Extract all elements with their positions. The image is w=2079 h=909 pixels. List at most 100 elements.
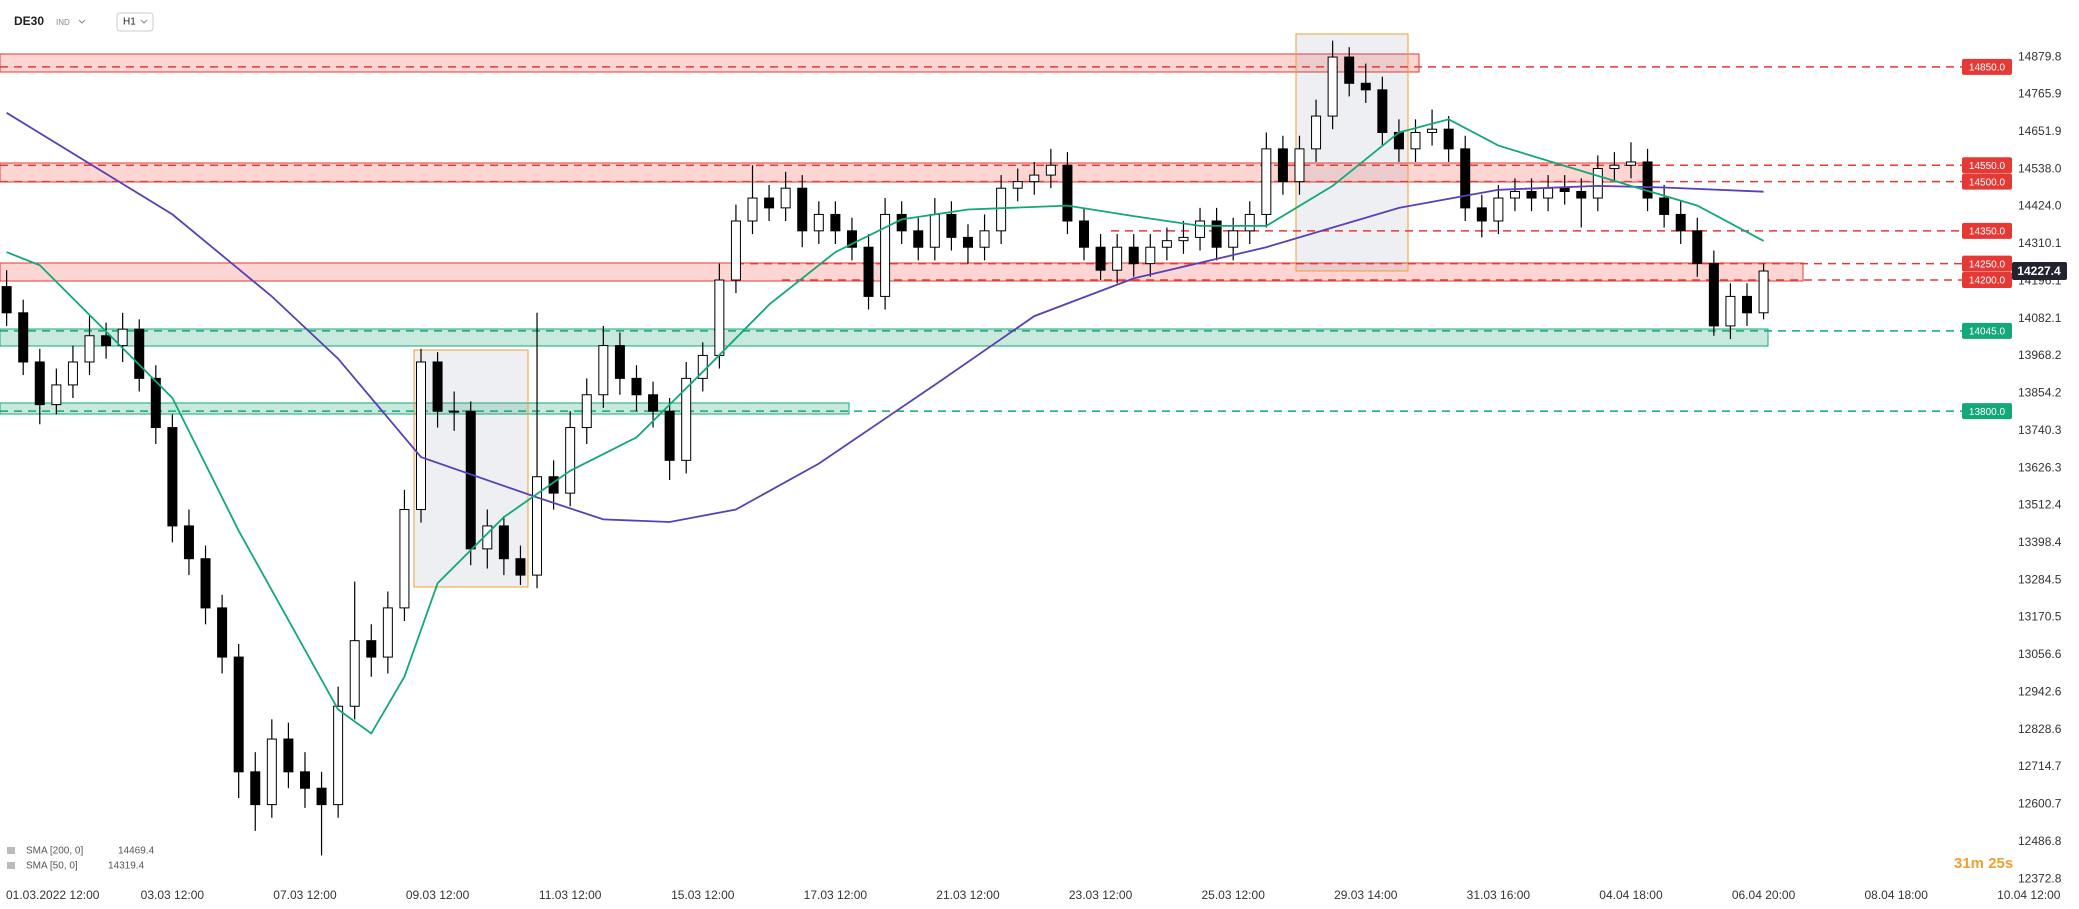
y-tick-label: 13056.6	[2018, 647, 2062, 661]
candle-body	[1559, 187, 1570, 192]
x-tick-label: 07.03 12:00	[273, 888, 337, 902]
candle-body	[1012, 181, 1023, 189]
candle-body	[681, 377, 692, 461]
level-label: 13800.0	[1969, 407, 2006, 418]
candle-body	[167, 427, 178, 527]
candle-body	[233, 656, 244, 773]
candle-body	[382, 607, 393, 658]
candle-body	[1261, 148, 1272, 215]
candle-body	[1294, 148, 1305, 183]
y-tick-label: 12372.8	[2018, 871, 2062, 885]
x-tick-label: 08.04 18:00	[1864, 888, 1928, 902]
candle-body	[18, 312, 29, 363]
labels: 14879.8 14765.9 14651.9 14538.0 14424.0 14310…	[6, 49, 2067, 902]
indicator-lines	[6, 112, 1765, 735]
legend-value: 14469.4	[118, 846, 155, 857]
candle-body	[830, 213, 841, 232]
candle-body	[846, 230, 857, 248]
candle-body	[299, 771, 310, 789]
x-tick-label: 31.03 16:00	[1467, 888, 1531, 902]
level-label: 14250.0	[1969, 259, 2006, 270]
y-tick-label: 13398.4	[2018, 535, 2062, 549]
candle-body	[266, 738, 277, 806]
x-tick-label: 01.03.2022 12:00	[6, 888, 100, 902]
symbol: DE30	[14, 14, 44, 28]
candle-body	[1526, 190, 1537, 199]
legend-icon	[7, 862, 15, 869]
y-tick-label: 13968.2	[2018, 348, 2062, 362]
market: IND	[56, 18, 70, 27]
candle-body	[780, 187, 791, 209]
candle-body	[1493, 197, 1504, 222]
sma-line	[6, 118, 1765, 735]
y-tick-label: 14424.0	[2018, 199, 2062, 213]
interval: H1	[123, 17, 136, 28]
resistance-zone	[0, 53, 1420, 73]
candle-body	[1211, 220, 1222, 248]
candle-body	[1045, 164, 1056, 176]
candle-body	[34, 361, 45, 406]
dropdown-arrow[interactable]	[140, 19, 148, 24]
x-tick-label: 25.03 12:00	[1201, 888, 1265, 902]
sma-line	[6, 112, 1764, 523]
candle-body	[797, 187, 808, 232]
candle-body	[565, 427, 576, 494]
candle-body	[1509, 190, 1520, 199]
level-label-box	[1962, 173, 2012, 190]
candle-body	[1659, 197, 1670, 215]
dropdown-arrow[interactable]	[78, 19, 86, 24]
candle-body	[863, 246, 874, 297]
x-tick-label: 09.03 12:00	[406, 888, 470, 902]
candle-body	[399, 509, 410, 609]
y-tick-label: 13626.3	[2018, 460, 2062, 474]
y-tick-label: 13512.4	[2018, 498, 2062, 512]
candle-body	[730, 220, 741, 281]
candle-body	[913, 230, 924, 248]
resistance-zone	[0, 262, 1804, 282]
legend-icon	[7, 847, 15, 854]
candle-body	[979, 230, 990, 248]
candle-body	[1609, 164, 1620, 170]
candle-body	[1161, 240, 1172, 248]
x-tick-label: 29.03 14:00	[1334, 888, 1398, 902]
y-tick-label: 14538.0	[2018, 161, 2062, 175]
y-tick-label: 12600.7	[2018, 797, 2062, 811]
candle-body	[1460, 148, 1471, 209]
level-label: 14550.0	[1969, 161, 2006, 172]
candle-body	[714, 279, 725, 356]
candle-body	[1625, 161, 1636, 166]
level-label-box	[1962, 58, 2012, 75]
candle-body	[664, 410, 675, 461]
candle-body	[1377, 89, 1388, 133]
candle-body	[764, 197, 775, 209]
level-label-box	[1962, 255, 2012, 272]
candle-body	[1311, 115, 1322, 150]
candle-body	[515, 558, 526, 576]
candle-body	[1062, 164, 1073, 222]
current-price-box	[2012, 262, 2067, 281]
candle-body	[1277, 148, 1288, 183]
y-tick-label: 13170.5	[2018, 610, 2062, 624]
candle-body	[813, 213, 824, 232]
candle-body	[1427, 128, 1438, 133]
x-tick-label: 23.03 12:00	[1069, 888, 1133, 902]
candle-body	[250, 771, 261, 806]
countdown: 31m 25s	[1954, 855, 2013, 872]
candle-body	[1327, 56, 1338, 117]
level-label: 14850.0	[1969, 63, 2006, 74]
zones	[0, 33, 1804, 588]
x-tick-label: 17.03 12:00	[804, 888, 868, 902]
candle-body	[1576, 190, 1587, 199]
candle-body	[67, 361, 78, 386]
candle-body	[1543, 187, 1554, 199]
interval-selector[interactable]	[116, 12, 154, 32]
candle-body	[84, 335, 95, 363]
candle-body	[1095, 246, 1106, 271]
candle-body	[366, 640, 377, 658]
candle-body	[1029, 174, 1040, 183]
y-tick-label: 14651.9	[2018, 124, 2062, 138]
candle-body	[416, 361, 427, 511]
y-tick-label: 14310.1	[2018, 236, 2062, 250]
candle-body	[929, 213, 940, 248]
